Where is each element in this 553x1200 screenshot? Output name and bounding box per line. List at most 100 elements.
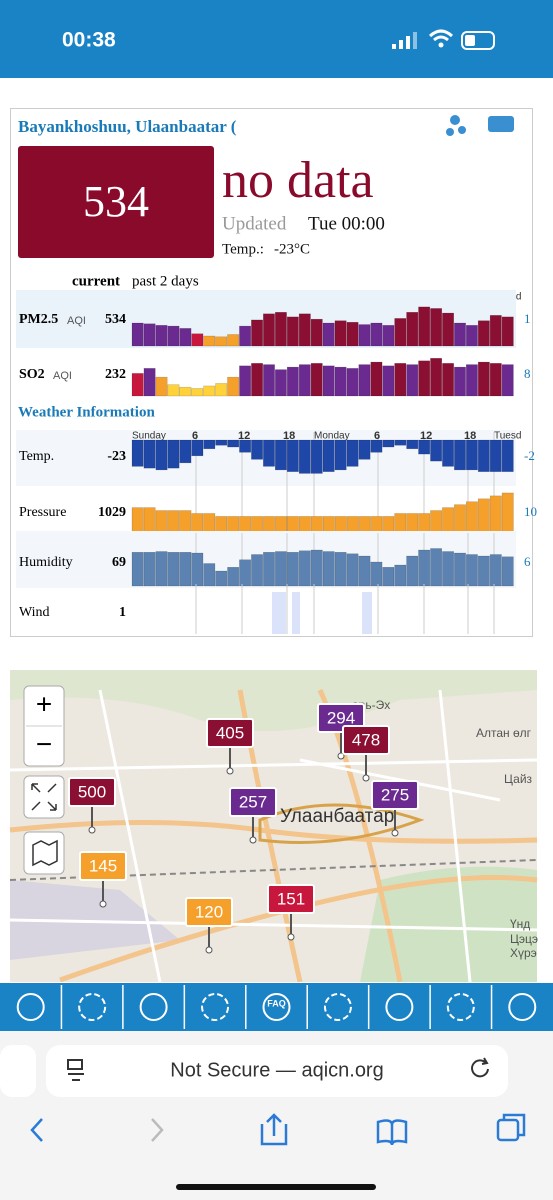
row-max: 8 [524,366,531,381]
map-label: Алтан өлг [476,726,532,740]
history-bar [239,325,252,347]
nav-icon[interactable] [323,993,352,1021]
aqi-marker[interactable] [206,718,254,748]
history-bar [203,563,216,587]
marker-dot [99,900,107,908]
history-bar [298,313,311,347]
history-bar [143,507,156,535]
history-bar [167,552,180,587]
time-label: Tuesd [494,431,521,442]
history-bar [489,495,502,535]
history-bar [155,376,168,397]
nav-icon[interactable] [446,993,475,1021]
row-unit: AQI [67,315,86,327]
history-bar [477,498,490,535]
row-label: Wind [19,605,50,620]
zoom-out[interactable]: − [36,728,52,759]
temp-value: -23°C [274,241,310,257]
nav-faq[interactable]: FAQ [267,998,286,1008]
aqi-marker[interactable] [267,884,315,914]
history-bar [501,364,514,397]
wind-shade [292,592,300,634]
history-bar [466,325,478,347]
history-bar [477,439,490,472]
aqi-marker-value[interactable]: 294 [327,708,355,727]
history-bar [179,386,192,397]
fullscreen-button[interactable] [23,775,65,819]
history-bar [442,312,454,347]
history-bar [346,321,359,347]
time-label: 12 [420,430,432,442]
history-bar [191,333,204,347]
clock: 00:38 [62,29,116,52]
history-bar [430,510,443,535]
history-bar [322,322,335,347]
history-bar [275,312,287,347]
aqi-marker[interactable] [79,851,127,881]
period-header: past 2 days [132,273,199,289]
row-current: 1 [119,605,126,620]
history-bar [286,439,299,472]
prev-tab[interactable] [0,1045,36,1097]
history-bar [203,335,216,347]
nav-icon[interactable] [78,993,107,1021]
aqi-marker-value[interactable]: 500 [78,782,106,801]
aqi-marker-value[interactable]: 120 [195,902,223,921]
history-bar [227,376,240,397]
aqi-marker[interactable] [68,777,116,807]
history-bar [334,552,347,587]
aqi-marker-value[interactable]: 478 [352,730,380,749]
aqi-marker-value[interactable]: 257 [239,792,267,811]
aqi-marker-value[interactable]: 151 [277,889,305,908]
history-bar [215,383,228,397]
history-bar [466,364,478,397]
status-icons [392,29,495,50]
share-icons[interactable] [446,115,514,136]
aqi-marker[interactable] [371,780,419,810]
home-indicator [176,1184,376,1190]
history-bar [191,439,204,457]
row-label: Pressure [19,505,66,520]
history-bar [430,439,443,462]
history-bar [167,325,180,347]
nav-icon[interactable] [139,993,168,1021]
aqi-marker-value[interactable]: 405 [216,723,244,742]
history-bar [155,325,168,347]
history-bar [179,328,192,347]
history-bar [263,313,275,347]
aqi-marker[interactable] [342,725,390,755]
history-bar [251,363,263,397]
address-text: Not Secure — aqicn.org [170,1059,383,1081]
aqi-marker-value[interactable]: 145 [89,856,117,875]
nav-icon[interactable] [385,993,414,1021]
nav-icon[interactable] [262,993,291,1021]
address-bar[interactable] [46,1045,508,1097]
nav-icon[interactable] [201,993,230,1021]
history-bar [442,551,454,587]
history-bar [143,323,156,347]
status-bar [0,0,553,78]
history-bar [191,513,204,535]
history-bar [346,439,359,467]
row-unit: AQI [53,370,72,382]
aqi-marker-value[interactable]: 275 [381,785,409,804]
toolbar[interactable] [30,1113,526,1146]
history-bar [239,365,252,397]
history-bar [227,439,240,448]
row-current: -23 [107,449,126,464]
nav-icon[interactable] [508,993,537,1021]
layers-button[interactable] [23,831,65,875]
aqi-marker[interactable] [229,787,277,817]
history-bar [382,439,395,448]
history-bar [418,549,431,587]
nav-icon[interactable] [16,993,45,1021]
zoom-control[interactable] [23,685,65,767]
aqi-marker[interactable] [185,897,233,927]
reload[interactable] [471,1057,489,1078]
history-bar [167,384,180,397]
history-bar [394,439,407,446]
history-bar [430,548,443,587]
history-bar [155,551,168,587]
zoom-in[interactable]: + [36,688,52,719]
